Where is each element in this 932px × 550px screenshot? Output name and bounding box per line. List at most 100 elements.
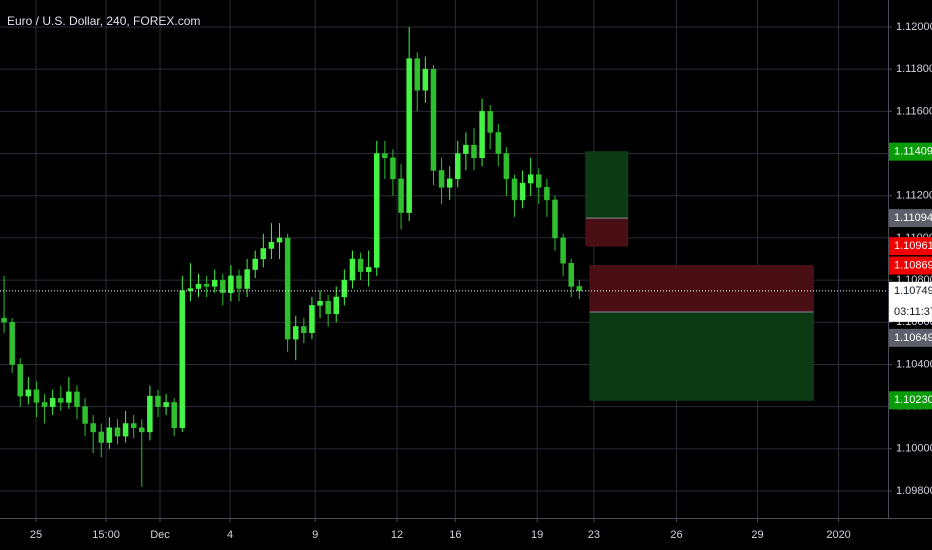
candle-body: [284, 237, 291, 340]
candle-body: [187, 288, 194, 291]
x-tick-label: 19: [531, 529, 543, 541]
price-label: 1.11094: [894, 212, 932, 224]
x-tick-label: 12: [391, 529, 403, 541]
candle-body: [463, 144, 469, 154]
candle-body: [252, 258, 258, 270]
candle-body: [552, 199, 558, 239]
price-label: 1.10869: [894, 259, 932, 271]
y-tick-label: 1.09800: [896, 485, 932, 497]
candle-body: [155, 395, 161, 407]
candle-body: [422, 68, 429, 91]
price-label: 1.10230: [894, 394, 932, 406]
candle-body: [41, 402, 48, 407]
candle-body: [25, 389, 32, 397]
grid: [0, 0, 888, 518]
candle-body: [544, 187, 550, 201]
x-tick-label: 26: [670, 529, 682, 541]
candle-body: [357, 258, 364, 272]
candle-body: [365, 267, 372, 272]
price-label: 1.10649: [894, 332, 932, 344]
price-label-box: [889, 391, 932, 410]
candle-body: [268, 241, 275, 249]
candle-body: [236, 275, 242, 289]
candle-body: [203, 284, 210, 287]
x-tick-label: 29: [751, 529, 763, 541]
candle-body: [1, 317, 7, 323]
candle-body: [276, 237, 283, 243]
candle-body: [179, 290, 186, 428]
candle-body: [503, 153, 510, 180]
chart-title: Euro / U.S. Dollar, 240, FOREX.com: [7, 14, 200, 28]
candle-body: [114, 427, 121, 437]
x-tick-label: 9: [312, 529, 318, 541]
x-tick-label: 4: [227, 529, 233, 541]
candle-body: [211, 279, 218, 287]
candle-body: [406, 58, 412, 213]
loss-zone: [589, 265, 814, 313]
candle-body: [130, 423, 137, 428]
candle-body: [568, 262, 574, 287]
candle-body: [455, 153, 461, 180]
candle-body: [66, 391, 72, 403]
profit-zone: [585, 151, 629, 219]
axes: 1.120001.118001.116001.114001.112001.110…: [30, 21, 932, 541]
candle-body: [74, 391, 80, 407]
price-label: 1.11409: [894, 146, 932, 158]
candle-body: [9, 322, 15, 365]
candle-body: [228, 275, 234, 293]
price-label-box: [889, 237, 932, 256]
x-tick-label: 15:00: [92, 529, 120, 541]
candle-body: [495, 132, 502, 154]
profit-zone: [589, 311, 814, 401]
y-tick-label: 1.11600: [896, 105, 932, 117]
candle-body: [301, 326, 307, 334]
candle-body: [98, 431, 105, 443]
y-tick-label: 1.12000: [896, 21, 932, 33]
candle-body: [398, 178, 404, 213]
candle-body: [479, 111, 485, 159]
candle-body: [414, 58, 421, 91]
candle-body: [292, 326, 299, 340]
candle-body: [374, 153, 380, 268]
candle-body: [446, 178, 453, 188]
y-tick-label: 1.11200: [896, 190, 932, 202]
candle-body: [325, 300, 331, 315]
countdown-label: 03:11:37: [894, 306, 932, 318]
x-tick-label: 2020: [826, 529, 850, 541]
candle-body: [139, 427, 145, 433]
candle-body: [519, 182, 526, 201]
y-tick-label: 1.10400: [896, 358, 932, 370]
candle-body: [122, 423, 129, 437]
candle-body: [471, 144, 477, 159]
x-tick-label: Dec: [150, 529, 170, 541]
candle-body: [511, 178, 518, 201]
price-label-box: [889, 256, 932, 275]
y-tick-label: 1.11800: [896, 63, 932, 75]
candle-body: [58, 397, 64, 403]
candle-body: [309, 305, 315, 334]
candle-body: [487, 111, 493, 133]
candle-body: [82, 406, 88, 424]
candle-body: [260, 248, 267, 260]
candle-body: [560, 237, 566, 264]
candle-body: [106, 427, 113, 443]
price-label-box: [889, 209, 932, 228]
x-tick-label: 16: [449, 529, 461, 541]
loss-zone: [585, 217, 629, 247]
candle-body: [341, 279, 348, 298]
candle-body: [244, 269, 250, 289]
current-price-label: 1.10749: [894, 285, 932, 297]
candle-body: [163, 402, 169, 407]
candle-body: [17, 364, 24, 397]
candle-body: [390, 157, 396, 180]
candle-body: [317, 300, 323, 306]
candle-body: [333, 296, 339, 315]
price-label-box: [889, 281, 932, 322]
y-tick-label: 1.10000: [896, 443, 932, 455]
candle-body: [49, 397, 56, 407]
price-label-box: [889, 328, 932, 347]
candle-body: [220, 279, 226, 293]
price-label-box: [889, 142, 932, 161]
candle-body: [90, 423, 96, 433]
